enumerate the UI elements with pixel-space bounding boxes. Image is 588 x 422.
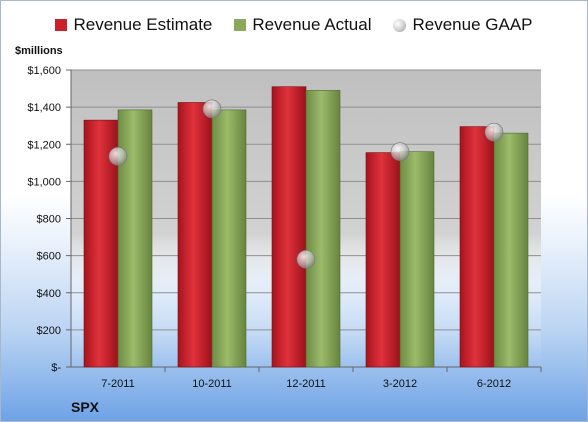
y-tick-label: $1,400 xyxy=(27,102,61,114)
legend-item-gaap: Revenue GAAP xyxy=(393,15,533,35)
y-tick-label: $1,600 xyxy=(27,65,61,77)
x-tick-label: 7-2011 xyxy=(101,378,134,390)
y-tick-label: $200 xyxy=(37,325,61,337)
point-revenue-gaap xyxy=(202,99,222,119)
y-tick-label: $400 xyxy=(37,288,61,300)
x-tick-label: 3-2012 xyxy=(383,378,417,390)
legend-item-actual: Revenue Actual xyxy=(234,15,371,35)
y-tick-label: $1,000 xyxy=(27,176,61,188)
legend-swatch-estimate xyxy=(55,19,68,31)
bar-revenue-actual xyxy=(305,90,341,368)
bar-revenue-estimate xyxy=(271,86,307,368)
bar-revenue-actual xyxy=(117,109,153,368)
y-tick-label: $- xyxy=(51,362,61,374)
legend-swatch-gaap xyxy=(393,18,407,32)
point-revenue-gaap xyxy=(390,142,410,161)
legend-label-estimate: Revenue Estimate xyxy=(73,15,213,34)
bar-revenue-estimate xyxy=(459,126,495,368)
legend-swatch-actual xyxy=(234,19,247,31)
bar-revenue-estimate xyxy=(365,152,401,368)
legend-label-gaap: Revenue GAAP xyxy=(412,15,533,34)
y-axis-units-label: $millions xyxy=(15,45,63,57)
point-revenue-gaap xyxy=(108,147,128,166)
y-tick-label: $600 xyxy=(37,251,61,263)
bar-revenue-actual xyxy=(399,151,435,368)
y-tick-label: $1,200 xyxy=(27,139,61,151)
legend: Revenue Estimate Revenue Actual Revenue … xyxy=(1,15,587,35)
x-tick-label: 10-2011 xyxy=(192,378,232,390)
bar-revenue-actual xyxy=(211,109,247,368)
point-revenue-gaap xyxy=(484,122,504,142)
legend-item-estimate: Revenue Estimate xyxy=(55,15,212,35)
legend-label-actual: Revenue Actual xyxy=(252,15,372,34)
x-tick-label: 6-2012 xyxy=(477,378,511,390)
y-tick-label: $800 xyxy=(37,214,61,226)
point-revenue-gaap xyxy=(296,250,316,269)
bar-revenue-estimate xyxy=(177,102,213,368)
x-tick-label: 12-2011 xyxy=(286,378,326,390)
bar-revenue-actual xyxy=(493,132,529,368)
company-label: SPX xyxy=(71,399,100,415)
